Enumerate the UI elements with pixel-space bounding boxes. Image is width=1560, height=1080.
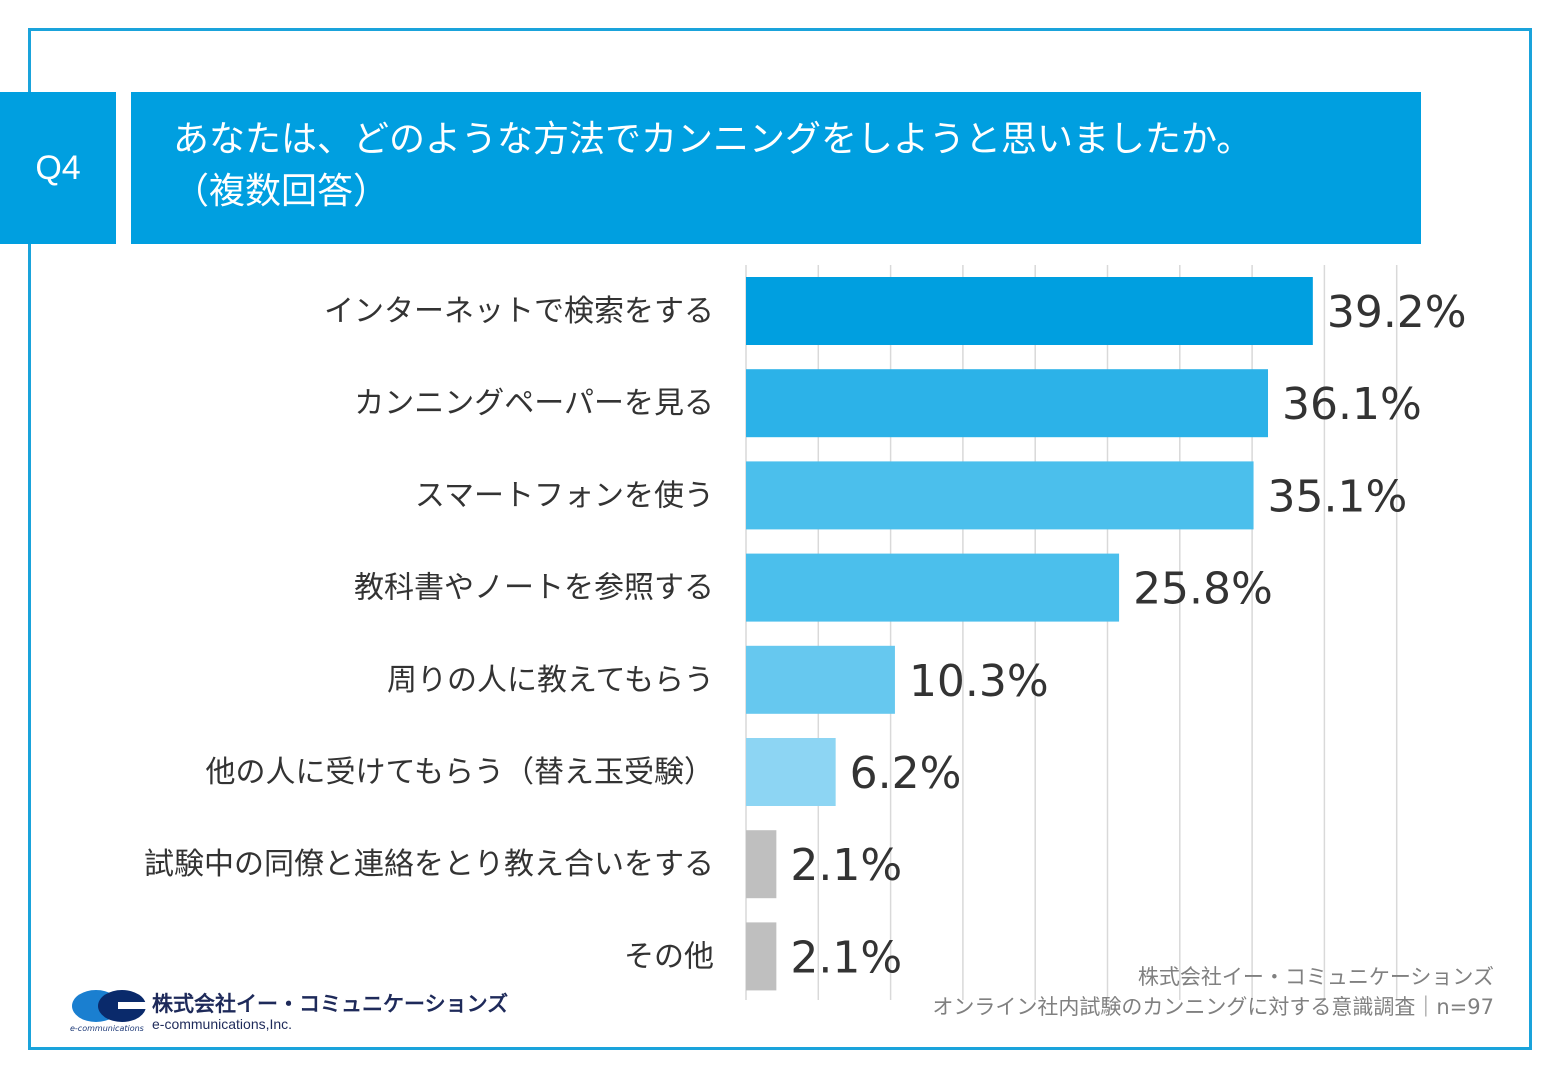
category-label: その他 [624,939,714,974]
bar [746,830,777,899]
question-note: （複数回答） [173,171,390,212]
bar [746,738,836,806]
category-label: 他の人に受けてもらう（替え玉受験） [206,755,715,790]
logo-company-name-en: e-communications,Inc. [152,1016,293,1032]
source-note: 株式会社イー・コミュニケーションズ オンライン社内試験のカンニングに対する意識調… [932,962,1494,1022]
value-label: 35.1% [1268,471,1408,522]
logo-mark-text: e-communications [70,1024,144,1033]
value-label: 6.2% [850,748,962,799]
value-label: 25.8% [1133,564,1273,615]
value-label: 10.3% [909,656,1049,707]
category-label: インターネットで検索をする [324,294,714,329]
bar [746,277,1313,345]
company-logo: e-communications 株式会社イー・コミュニケーションズ e-com… [70,988,508,1036]
bar [746,922,777,991]
question-number-tab: Q4 [0,92,116,244]
bar [746,553,1120,622]
logo-mark-icon [72,990,146,1022]
question-title-bar: あなたは、どのような方法でカンニングをしようと思いましたか。 （複数回答） [131,92,1421,244]
logo-company-name: 株式会社イー・コミュニケーションズ [152,992,509,1016]
value-label: 36.1% [1282,379,1422,430]
source-company: 株式会社イー・コミュニケーションズ [1137,965,1494,989]
outer-frame [28,28,1532,1050]
category-label: 試験中の同僚と連絡をとり教え合いをする [144,847,714,882]
bar [746,645,895,714]
value-label: 39.2% [1327,287,1467,338]
question-title: あなたは、どのような方法でカンニングをしようと思いましたか。 [173,119,1253,160]
source-survey: オンライン社内試験のカンニングに対する意識調査｜n=97 [932,995,1494,1019]
value-label: 2.1% [790,932,902,983]
category-label: カンニングペーパーを見る [354,386,714,421]
category-label: スマートフォンを使う [415,478,714,513]
question-number: Q4 [35,148,81,187]
bar [746,369,1269,438]
bar [746,461,1254,530]
value-label: 2.1% [790,840,902,891]
category-label: 教科書やノートを参照する [354,571,714,606]
category-label: 周りの人に教えてもらう [387,663,714,698]
